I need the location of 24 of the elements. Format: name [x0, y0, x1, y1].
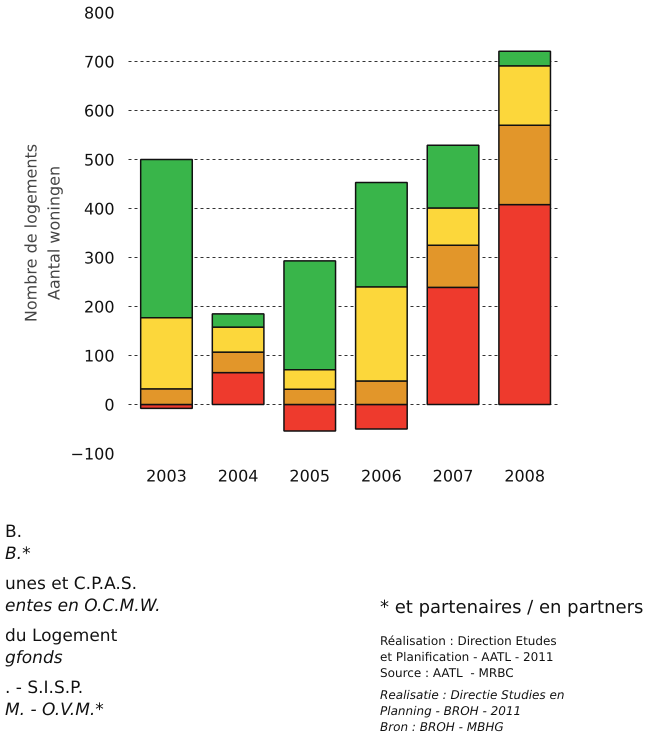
- y-tick-label: 400: [84, 200, 115, 218]
- text: . - S.I.S.P. M. - O.V.M.*: [5, 677, 105, 721]
- text: du Logement gfonds: [5, 625, 118, 669]
- y-tick-label: 100: [84, 346, 115, 366]
- text: Realisatie : Directie Studies en Planning - BROH - 2011 Bron : BROH - MBHG: [380, 687, 566, 735]
- y-tick-label: 200: [84, 298, 115, 316]
- y-tick-label: −100: [70, 444, 115, 464]
- text: unes et C.P.A.S. entes en O.C.M.W.: [5, 573, 161, 617]
- y-axis-title: Nombre de logements Aantal woningen: [22, 144, 64, 322]
- y-tick-label: 800: [84, 4, 115, 22]
- text: * et partenaires / en partners: [380, 597, 644, 619]
- x-tick-label: 2004: [218, 466, 258, 486]
- y-tick-label: 0: [104, 396, 115, 414]
- y-tick-label: 300: [84, 248, 115, 268]
- y-tick-label: 500: [84, 150, 115, 170]
- text: Réalisation : Direction Etudes et Planification - AATL - 2011 Source : AATL - MRBC: [380, 633, 558, 681]
- x-tick-label: 2005: [289, 466, 330, 486]
- x-tick-label: 2003: [146, 466, 187, 486]
- x-tick-label: 2007: [432, 466, 474, 486]
- x-tick-label: 2006: [361, 466, 402, 486]
- y-tick-label: 600: [84, 102, 115, 120]
- text: B. B.*: [5, 521, 32, 565]
- y-tick-label: 700: [84, 52, 115, 72]
- x-tick-label: 2008: [504, 466, 546, 486]
